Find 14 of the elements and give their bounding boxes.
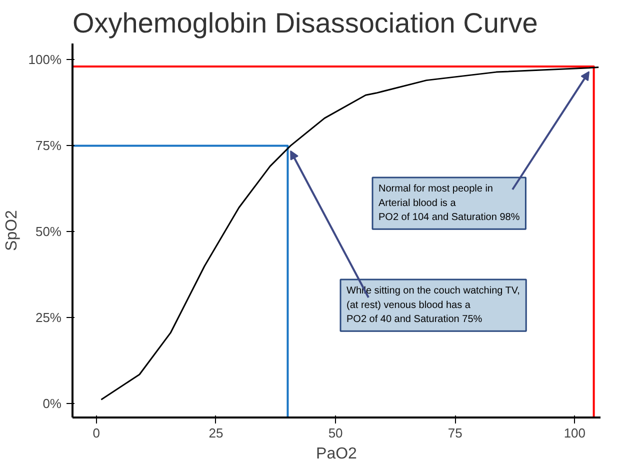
x-tick-label: 0 [92,426,100,440]
y-tick-label: 0% [42,396,62,412]
annotation: Normal for most people in Arterial blood is a PO2 of 104 and Saturation 98% [378,184,520,224]
x-axis-title: PaO2 [316,446,358,462]
x-tick-label: 100 [564,426,586,440]
y-tick-label: 100% [28,52,62,68]
chart-title: Oxyhemoglobin Disassociation Curve [72,8,538,38]
x-tick-label: 75 [448,426,462,440]
x-tick-label: 25 [208,426,224,440]
y-axis-title: SpO2 [3,210,20,251]
y-tick-label: 25% [35,310,62,326]
x-tick-label: 50 [328,426,343,440]
y-tick-label: 50% [35,224,62,240]
y-tick-label: 75% [35,138,62,154]
